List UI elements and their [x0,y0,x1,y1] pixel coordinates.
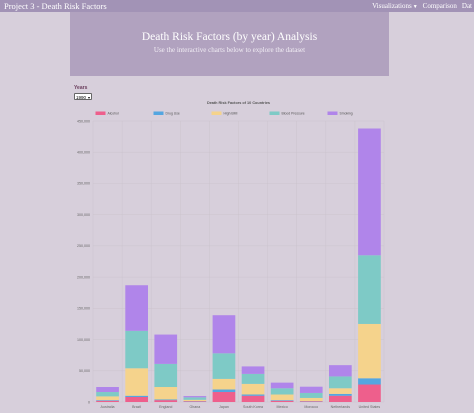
x-tick-label: Ghana [189,405,200,409]
x-tick-label: England [159,405,172,409]
bar-segment [329,388,352,394]
bar-segment [96,400,119,402]
y-tick-label: 100,000 [77,338,90,342]
page-subtitle: Use the interactive charts below to expl… [153,46,306,54]
bar-segment [96,396,119,401]
nav-visualizations-label: Visualizations [372,2,412,10]
year-select[interactable]: 1990 ▾ [74,93,92,100]
brand-link[interactable]: Project 3 - Death Risk Factors [4,1,107,11]
bar-segment [154,334,178,364]
y-tick-label: 50,000 [79,369,90,373]
nav-comparison[interactable]: Comparison [422,2,457,10]
caret-down-icon: ▼ [412,5,418,10]
bar-segment [270,388,294,395]
legend-label: Alcohol [108,112,119,116]
legend-swatch [211,111,222,115]
header-jumbotron: Death Risk Factors (by year) Analysis Us… [70,12,389,76]
x-tick-label: United States [359,405,381,409]
page-title: Death Risk Factors (by year) Analysis [141,31,318,43]
bar-segment [154,400,178,402]
legend-swatch [153,111,164,115]
bar-segment [299,401,323,402]
legend-label: Smoking [340,112,353,116]
bar-segment [241,373,265,384]
bar-segment [270,400,294,402]
bar-segment [154,363,178,388]
bar-segment [241,395,265,402]
chart-title: Death Risk Factors of 10 Countries [207,101,270,105]
chevron-down-icon: ▾ [87,95,90,100]
bar-segment [241,366,265,374]
bar-segment [96,392,119,397]
bar-segment [358,255,381,324]
bar-segment [96,400,119,401]
bar-segment [125,395,148,398]
x-tick-label: South Korea [243,405,263,409]
year-select-value: 1990 [76,95,87,100]
bar-segment [125,368,148,396]
bar-segment [241,383,265,395]
bar-segment [154,387,178,400]
bar-segment [329,376,352,389]
bar-segment [125,285,148,331]
y-tick-label: 200,000 [77,275,90,279]
bar-segment [154,399,178,401]
bar-segment [212,392,236,402]
navbar: Project 3 - Death Risk Factors Visualiza… [0,0,474,12]
bar-segment [358,378,381,385]
bar-segment [329,365,352,377]
bar-segment [270,394,294,401]
x-tick-label: Brazil [132,405,141,409]
bar-segment [329,393,352,396]
legend-swatch [269,111,280,115]
x-tick-label: Australia [101,405,115,409]
x-tick-label: Morocco [304,405,318,409]
x-tick-label: Netherlands [331,405,351,409]
bar-segment [183,399,207,402]
y-tick-label: 400,000 [77,151,90,155]
legend-label: Blood Pressure [282,112,305,116]
x-tick-label: Japan [219,405,229,409]
y-tick-label: 250,000 [77,244,90,248]
legend-label: High BMI [224,112,238,116]
y-tick-label: 150,000 [77,307,90,311]
bar-segment [183,401,207,402]
nav-data[interactable]: Dat [461,2,472,10]
bar-segment [270,400,294,401]
bar-segment [212,389,236,393]
y-tick-label: 350,000 [77,182,90,186]
x-tick-label: Mexico [276,405,287,409]
bar-segment [241,394,265,396]
bar-segment [358,384,381,402]
bar-segment [299,392,323,398]
bar-segment [125,397,148,402]
bar-segment [125,330,148,369]
bar-segment [299,397,323,402]
bar-segment [183,396,207,398]
bar-segment [270,382,294,389]
years-label: Years [74,85,88,91]
y-tick-label: 0 [88,400,90,404]
bar-segment [358,128,381,256]
nav-links: Visualizations▼ Comparison Dat [372,0,472,14]
bar-segment [212,378,236,390]
bar-segment [358,323,381,379]
bar-segment [96,387,119,393]
nav-visualizations[interactable]: Visualizations▼ [372,0,418,14]
y-tick-label: 450,000 [77,119,90,123]
legend-label: Drug Use [166,112,180,116]
bar-segment [183,397,207,400]
bar-segment [212,353,236,379]
legend-swatch [327,111,338,115]
bar-segment [212,315,236,354]
y-tick-label: 300,000 [77,213,90,217]
bar-segment [329,395,352,402]
legend-swatch [95,111,106,115]
bar-segment [299,386,323,393]
